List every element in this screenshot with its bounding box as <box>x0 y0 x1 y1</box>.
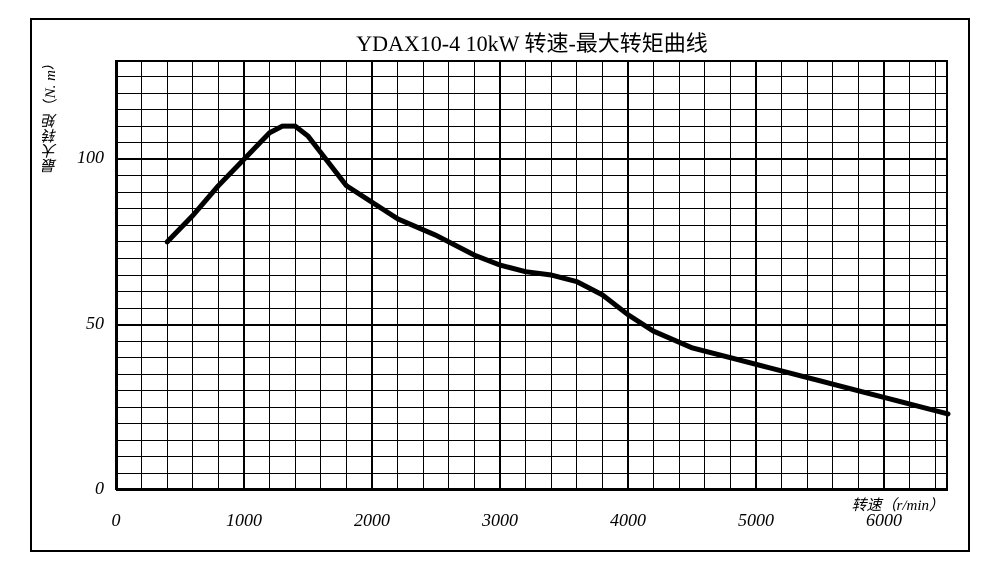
x-tick-label: 1000 <box>214 510 274 531</box>
x-tick-label: 3000 <box>470 510 530 531</box>
y-axis-title: 最大转矩（N. m） <box>40 55 61 173</box>
torque-curve <box>116 60 948 490</box>
y-tick-label: 0 <box>95 478 104 499</box>
x-tick-label: 0 <box>86 510 146 531</box>
x-tick-label: 6000 <box>854 510 914 531</box>
x-tick-label: 4000 <box>598 510 658 531</box>
chart-title: YDAX10-4 10kW 转速-最大转矩曲线 <box>116 26 948 58</box>
y-tick-label: 50 <box>86 313 104 334</box>
x-tick-label: 2000 <box>342 510 402 531</box>
y-tick-label: 100 <box>77 147 104 168</box>
plot-area <box>116 60 948 490</box>
x-tick-label: 5000 <box>726 510 786 531</box>
